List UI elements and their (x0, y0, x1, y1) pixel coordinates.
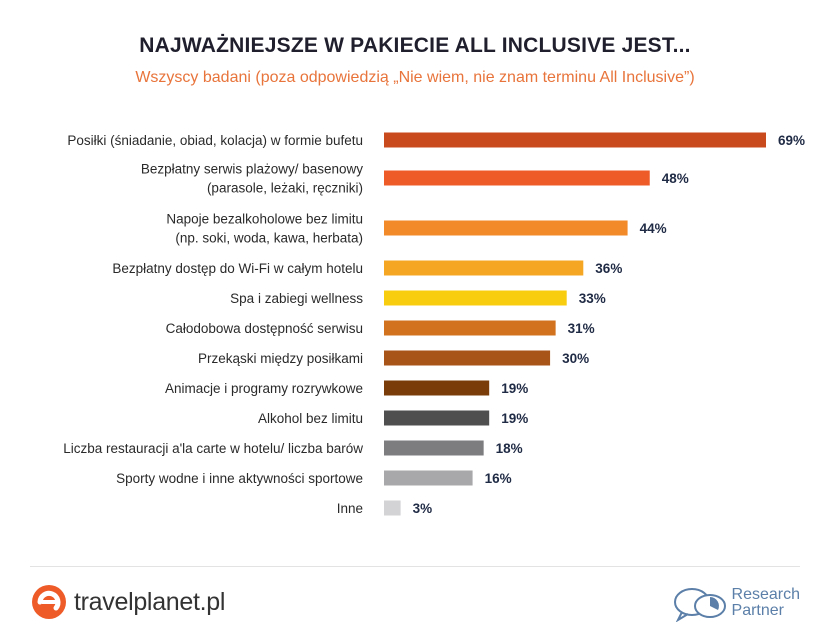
value-label-2: 44% (640, 221, 667, 236)
chart-subtitle: Wszyscy badani (poza odpowiedzią „Nie wi… (135, 69, 695, 86)
value-label-9: 18% (496, 441, 523, 456)
bar-9 (384, 440, 484, 456)
category-label-2-line-1: (np. soki, woda, kawa, herbata) (175, 231, 363, 246)
value-label-5: 31% (568, 321, 595, 336)
category-label-10: Sporty wodne i inne aktywności sportowe (116, 471, 363, 486)
category-label-11: Inne (337, 501, 363, 516)
bar-8 (384, 410, 490, 426)
value-label-6: 30% (562, 351, 589, 366)
bar-1 (384, 170, 650, 186)
category-label-3: Bezpłatny dostęp do Wi-Fi w całym hotelu (112, 261, 363, 276)
value-label-3: 36% (595, 261, 622, 276)
research-partner-line2: Partner (731, 602, 784, 619)
bar-11 (384, 500, 401, 516)
category-label-9: Liczba restauracji a'la carte w hotelu/ … (63, 441, 363, 456)
research-partner-line1: Research (731, 586, 800, 603)
category-label-1-line-1: (parasole, leżaki, ręczniki) (207, 181, 363, 196)
bar-4 (384, 290, 567, 306)
value-label-4: 33% (579, 291, 606, 306)
category-label-7: Animacje i programy rozrywkowe (165, 381, 363, 396)
category-label-0: Posiłki (śniadanie, obiad, kolacja) w fo… (67, 133, 363, 148)
value-label-11: 3% (413, 501, 433, 516)
bar-10 (384, 470, 473, 486)
travelplanet-logo[interactable]: travelplanet.pl (30, 582, 225, 622)
value-label-0: 69% (778, 133, 805, 148)
bar-6 (384, 350, 551, 366)
chart-title: NAJWAŻNIEJSZE W PAKIECIE ALL INCLUSIVE J… (139, 34, 691, 57)
travelplanet-logo-icon (32, 585, 66, 619)
bar-3 (384, 260, 584, 276)
category-label-5: Całodobowa dostępność serwisu (166, 321, 363, 336)
category-label-4: Spa i zabiegi wellness (230, 291, 363, 306)
research-partner-logo-icon (673, 588, 726, 622)
research-partner-text: Research Partner (732, 587, 800, 619)
category-label-8: Alkohol bez limitu (258, 411, 363, 426)
travelplanet-logo-text: travelplanet.pl (74, 587, 226, 616)
research-partner-logo: Research Partner (672, 582, 800, 624)
value-label-10: 16% (485, 471, 512, 486)
category-label-1-line-0: Bezpłatny serwis plażowy/ basenowy (141, 162, 363, 177)
bar-0 (384, 132, 766, 148)
bar-5 (384, 320, 556, 336)
category-label-2-line-0: Napoje bezalkoholowe bez limitu (166, 212, 363, 227)
value-label-1: 48% (662, 171, 689, 186)
category-label-6: Przekąski między posiłkami (198, 351, 363, 366)
value-label-7: 19% (501, 381, 528, 396)
value-label-8: 19% (501, 411, 528, 426)
bar-2 (384, 220, 628, 236)
bar-7 (384, 380, 490, 396)
footer-divider (30, 566, 800, 567)
bar-chart: Posiłki (śniadanie, obiad, kolacja) w fo… (63, 132, 805, 516)
